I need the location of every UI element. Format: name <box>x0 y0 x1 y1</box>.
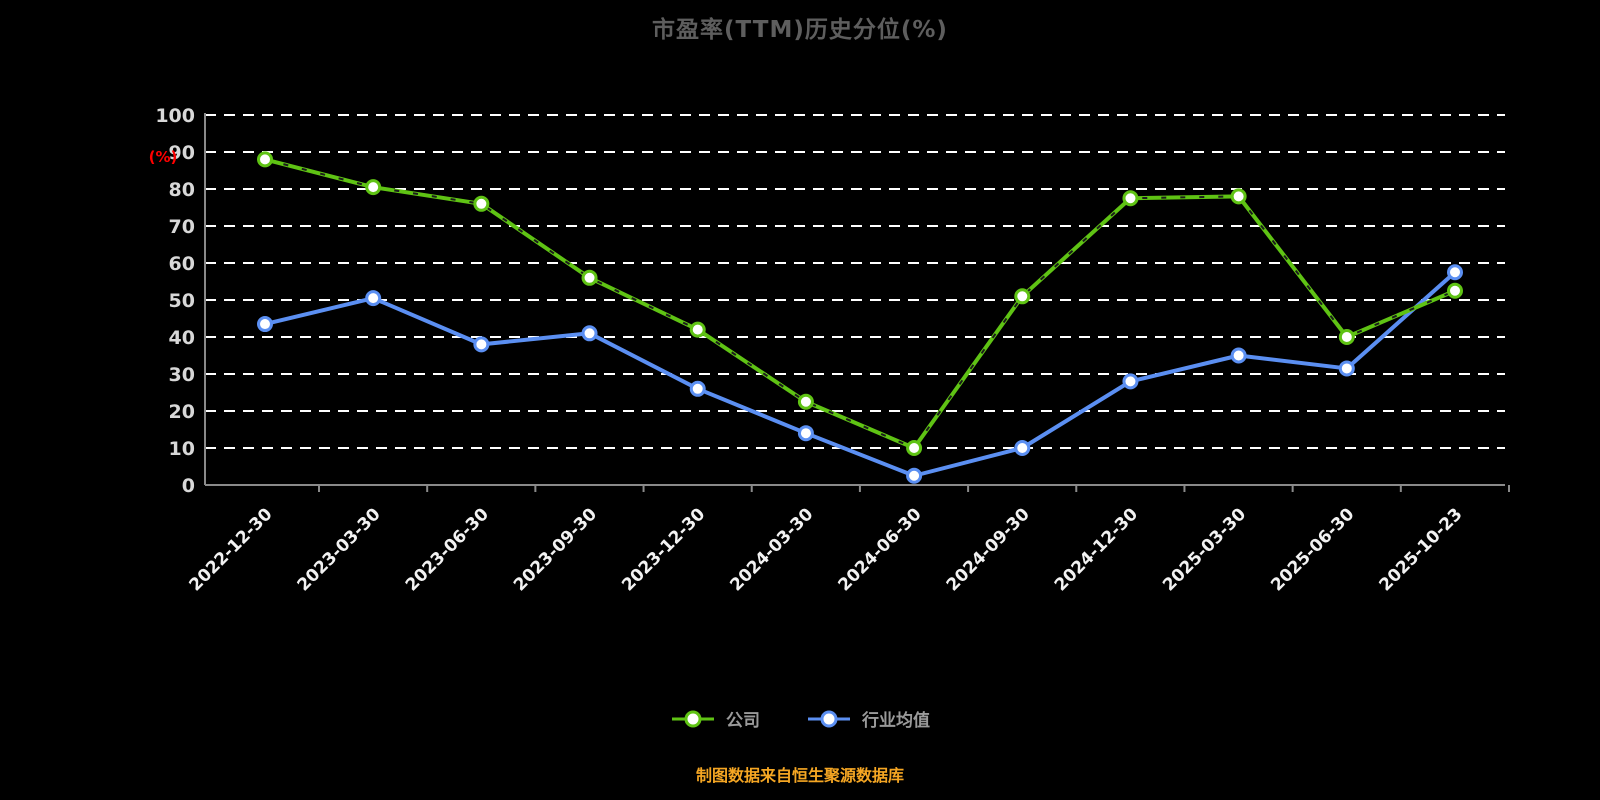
data-point-marker <box>906 440 923 456</box>
series-line-dash-overlay <box>264 158 1456 450</box>
x-tick-label: 2025-10-23 <box>1375 504 1466 595</box>
y-tick-label: 40 <box>169 327 195 349</box>
data-point-marker <box>1230 347 1247 364</box>
x-tick-label: 2024-09-30 <box>943 504 1034 595</box>
data-point-marker <box>1122 190 1139 207</box>
legend-label-industry-average: 行业均值 <box>862 711 930 731</box>
y-tick-label: 90 <box>169 142 195 164</box>
series-line-公司 <box>263 157 1457 450</box>
y-tick-label: 80 <box>169 179 195 201</box>
data-point-marker <box>689 321 706 338</box>
x-tick-label: 2024-12-30 <box>1051 504 1142 595</box>
x-tick-label: 2023-06-30 <box>402 504 493 595</box>
chart-legend: 公司 行业均值 <box>0 706 1600 731</box>
y-tick-label: 10 <box>169 438 195 460</box>
industry-average-line-icon <box>808 710 850 727</box>
legend-item-company[interactable]: 公司 <box>670 706 760 731</box>
data-point-marker <box>1447 264 1463 281</box>
data-point-marker <box>1338 360 1355 377</box>
y-tick-label: 30 <box>169 364 195 386</box>
data-point-marker <box>581 269 598 286</box>
x-tick-label: 2023-09-30 <box>510 504 601 595</box>
data-point-marker <box>1230 188 1247 205</box>
y-tick-label: 20 <box>169 401 195 423</box>
x-tick-label: 2024-06-30 <box>835 504 926 595</box>
y-tick-label: 60 <box>169 253 195 275</box>
data-point-marker <box>797 393 814 410</box>
legend-label-company: 公司 <box>726 711 760 731</box>
data-point-marker <box>581 325 598 342</box>
data-point-marker <box>797 425 814 442</box>
y-tick-label: 0 <box>182 475 195 497</box>
data-point-marker <box>906 467 923 484</box>
y-axis-unit-label: (%) <box>149 148 178 166</box>
data-point-marker <box>365 290 382 307</box>
x-tick-label: 2025-06-30 <box>1267 504 1358 595</box>
data-point-marker <box>1338 329 1355 345</box>
data-point-marker <box>257 316 273 333</box>
data-point-marker <box>473 336 490 353</box>
data-point-marker <box>365 179 382 196</box>
data-point-marker <box>257 151 273 168</box>
data-point-marker <box>1014 288 1031 305</box>
x-tick-label: 2023-12-30 <box>618 504 709 595</box>
y-tick-label: 100 <box>155 105 195 127</box>
data-point-marker <box>689 380 706 397</box>
x-tick-label: 2022-12-30 <box>185 504 276 595</box>
data-source-note: 制图数据来自恒生聚源数据库 <box>695 766 904 785</box>
data-point-marker <box>1447 282 1463 299</box>
data-point-marker <box>473 195 490 212</box>
chart-title: 市盈率(TTM)历史分位(%) <box>652 17 948 43</box>
x-tick-label: 2024-03-30 <box>726 504 817 595</box>
data-point-marker <box>1122 373 1139 390</box>
series-line-行业均值 <box>263 270 1457 478</box>
y-tick-label: 70 <box>169 216 195 238</box>
data-point-marker <box>1014 440 1031 456</box>
legend-item-industry-average[interactable]: 行业均值 <box>806 706 930 731</box>
x-tick-label: 2023-03-30 <box>294 504 385 595</box>
x-tick-label: 2025-03-30 <box>1159 504 1250 595</box>
y-tick-label: 50 <box>169 290 195 312</box>
company-line-icon <box>672 710 714 727</box>
